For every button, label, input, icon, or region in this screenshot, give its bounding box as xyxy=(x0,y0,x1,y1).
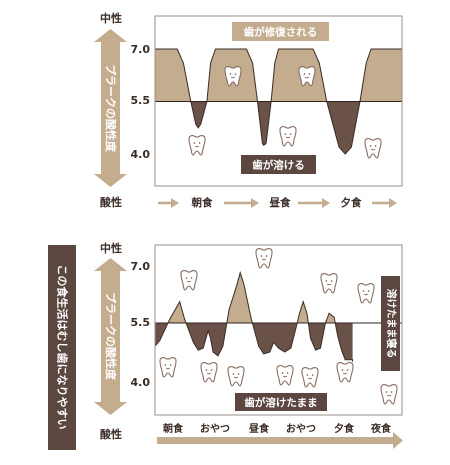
chart-1-neutral-area xyxy=(155,49,402,102)
chart-2-tick-4: 4.0 xyxy=(131,376,151,389)
chart-2-meal-lunch: 昼食 xyxy=(249,422,270,435)
chart-2-side-banner-text: この食生活はむし歯になりやすい xyxy=(56,265,70,430)
chart-2-meal-late-snack: 夜食 xyxy=(370,422,392,435)
chart-2-acidic-area xyxy=(155,323,353,362)
chart-2-side-banner xyxy=(48,245,76,450)
chart-2-dissolve-box xyxy=(235,393,327,411)
chart-1-ph-line xyxy=(155,48,402,155)
chart-2-meal-breakfast: 朝食 xyxy=(163,422,184,435)
chart-1-sad-tooth-icon xyxy=(364,138,382,159)
chart-2-neutral-area xyxy=(155,272,353,323)
chart-1: プラークの酸性度 中性 酸性 7.0 5.5 4.0 歯が修復される 歯が溶ける… xyxy=(94,11,403,209)
chart-1-sad-tooth-icon xyxy=(279,126,297,147)
chart-1-y-axis-label: プラークの酸性度 xyxy=(104,64,118,153)
chart-2-meal-snack-1: おやつ xyxy=(200,423,230,435)
chart-2-dissolve-label: 歯が溶けたまま xyxy=(244,396,317,409)
chart-2-meal-dinner: 夕食 xyxy=(334,422,355,435)
chart-1-dissolve-box xyxy=(241,155,316,174)
chart-2-y-axis-label: プラークの酸性度 xyxy=(104,292,118,381)
chart-1-time-arrows xyxy=(158,198,397,208)
chart-2-tick-7: 7.0 xyxy=(131,260,151,273)
chart-1-tick-5-5: 5.5 xyxy=(131,94,151,107)
chart-1-plot xyxy=(155,48,402,155)
chart-2-acidic-label: 酸性 xyxy=(100,427,122,441)
chart-2: この食生活はむし歯になりやすい プラークの酸性度 中性 酸性 7.0 5.5 4… xyxy=(48,241,403,450)
chart-1-meal-lunch: 昼食 xyxy=(270,196,291,209)
chart-1-neutral-label: 中性 xyxy=(100,11,122,25)
chart-2-sad-tooth-icon xyxy=(336,362,354,383)
chart-1-meal-breakfast: 朝食 xyxy=(192,196,213,209)
chart-1-y-axis-arrow xyxy=(94,29,127,187)
chart-1-repair-label: 歯が修復される xyxy=(244,26,318,39)
chart-2-happy-tooth-icon xyxy=(255,248,273,269)
chart-1-frame xyxy=(154,15,403,187)
chart-2-y-axis-arrow xyxy=(94,258,127,415)
chart-2-sad-tooth-icon xyxy=(200,362,218,383)
chart-2-neutral-label: 中性 xyxy=(100,241,122,255)
chart-1-tick-7: 7.0 xyxy=(131,43,151,56)
chart-2-happy-tooth-icon xyxy=(180,270,198,291)
chart-1-acidic-area xyxy=(155,101,402,154)
chart-1-repair-box xyxy=(232,22,329,41)
chart-2-sad-tooth-icon xyxy=(276,365,294,386)
chart-2-plot xyxy=(154,270,402,362)
chart-1-meal-dinner: 夕食 xyxy=(341,196,362,209)
chart-1-tick-4: 4.0 xyxy=(131,148,151,161)
chart-2-time-arrow xyxy=(157,432,403,449)
chart-2-happy-tooth-icon xyxy=(320,273,338,294)
chart-2-sad-tooth-icon xyxy=(301,367,319,388)
chart-2-sad-tooth-icon xyxy=(159,357,177,378)
chart-2-sleep-label: 溶けたまま寝る xyxy=(385,289,398,359)
chart-2-ph-line xyxy=(154,270,354,362)
chart-1-sad-tooth-icon xyxy=(188,135,206,156)
chart-2-sad-tooth-icon xyxy=(380,384,398,405)
chart-2-meal-snack-2: おやつ xyxy=(286,423,316,435)
chart-2-happy-tooth-icon xyxy=(357,283,375,304)
chart-1-dissolve-label: 歯が溶ける xyxy=(252,159,305,172)
chart-1-acidic-label: 酸性 xyxy=(100,195,122,209)
chart-2-tick-5-5: 5.5 xyxy=(131,316,151,329)
chart-2-sleep-box xyxy=(381,276,400,371)
chart-2-frame xyxy=(154,244,403,416)
chart-2-sad-tooth-icon xyxy=(227,366,245,387)
